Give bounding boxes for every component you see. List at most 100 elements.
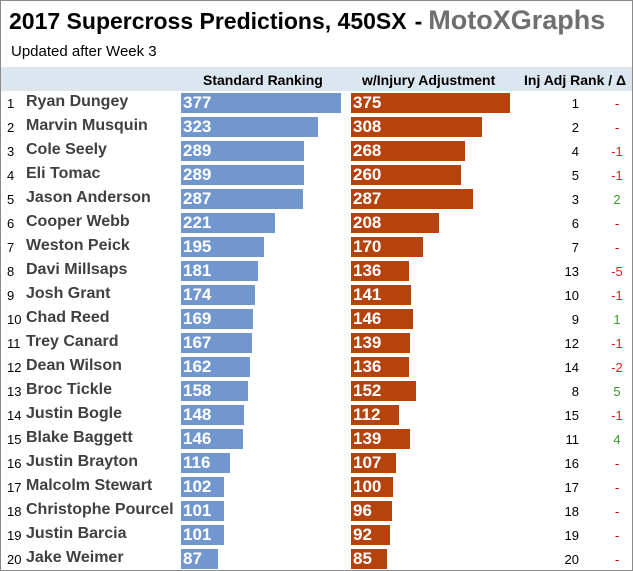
standard-ranking-bar [181, 261, 258, 281]
rider-name: Davi Millsaps [26, 261, 128, 278]
injury-adjusted-value: 139 [353, 429, 382, 448]
brand-name: MotoXGraphs [428, 5, 606, 35]
rider-row: 18 Christophe Pourcel 101 96 18 - [1, 499, 632, 523]
standard-ranking-bar [181, 285, 255, 305]
inj-adj-rank: 9 [571, 312, 579, 327]
injury-adjusted-value: 375 [353, 93, 382, 112]
inj-adj-rank: 11 [565, 432, 580, 447]
inj-adj-rank: 3 [571, 192, 579, 207]
rank-number: 5 [7, 192, 15, 207]
rank-delta: - [614, 504, 620, 519]
injury-adjusted-value: 96 [353, 501, 372, 520]
rider-row: 13 Broc Tickle 158 152 8 5 [1, 379, 632, 403]
rider-row: 17 Malcolm Stewart 102 100 17 - [1, 475, 632, 499]
rider-name: Jake Weimer [26, 549, 124, 566]
inj-adj-rank: 13 [564, 264, 579, 279]
injury-adjusted-bar [351, 213, 439, 233]
standard-ranking-value: 162 [183, 357, 212, 376]
rank-delta: -5 [611, 264, 623, 279]
injury-adjusted-bar [351, 405, 399, 425]
standard-ranking-bar [181, 237, 264, 257]
rank-number: 6 [7, 216, 15, 231]
rider-row: 12 Dean Wilson 162 136 14 -2 [1, 355, 632, 379]
rank-delta: 4 [613, 432, 621, 447]
rider-row: 19 Justin Barcia 101 92 19 - [1, 523, 632, 547]
injury-adjusted-value: 170 [353, 237, 382, 256]
standard-ranking-value: 87 [183, 549, 202, 568]
injury-adjusted-bar [351, 453, 396, 473]
rider-name: Trey Canard [26, 333, 119, 350]
standard-ranking-bar [181, 525, 224, 545]
injury-adjusted-value: 268 [353, 141, 382, 160]
standard-ranking-bar [181, 381, 248, 401]
rider-row: 4 Eli Tomac 289 260 5 -1 [1, 163, 632, 187]
injury-adjusted-bar [351, 429, 410, 449]
rank-delta: -1 [611, 408, 623, 423]
rank-delta: -1 [611, 288, 623, 303]
rider-name: Marvin Musquin [26, 117, 148, 134]
standard-ranking-bar [181, 93, 341, 113]
injury-adjusted-bar [351, 189, 473, 209]
standard-ranking-value: 167 [183, 333, 212, 352]
chart-subtitle: Updated after Week 3 [11, 43, 157, 60]
rider-name: Cole Seely [26, 141, 107, 158]
injury-adjusted-bar [351, 117, 482, 137]
rider-name: Eli Tomac [26, 165, 101, 182]
standard-ranking-value: 221 [183, 213, 212, 232]
injury-adjusted-value: 85 [353, 549, 372, 568]
injury-adjusted-bar [351, 285, 411, 305]
rank-delta: 1 [613, 312, 621, 327]
title-row: 2017 Supercross Predictions, 450SX - MotoX… [9, 5, 629, 41]
chart-title: 2017 Supercross Predictions, 450SX [9, 8, 407, 34]
inj-adj-rank: 20 [564, 552, 579, 567]
rank-number: 1 [7, 96, 15, 111]
standard-ranking-bar [181, 189, 303, 209]
inj-adj-rank: 14 [564, 360, 579, 375]
injury-adjusted-value: 152 [353, 381, 382, 400]
inj-adj-rank: 4 [571, 144, 579, 159]
rank-number: 18 [7, 504, 22, 519]
standard-ranking-bar [181, 213, 275, 233]
standard-ranking-value: 146 [183, 429, 212, 448]
rider-name: Justin Barcia [26, 525, 127, 542]
injury-adjusted-bar [351, 381, 416, 401]
inj-adj-rank: 18 [564, 504, 579, 519]
injury-adjusted-value: 146 [353, 309, 382, 328]
inj-adj-rank: 10 [564, 288, 579, 303]
standard-ranking-bar [181, 357, 250, 377]
rider-row: 11 Trey Canard 167 139 12 -1 [1, 331, 632, 355]
inj-adj-rank: 8 [571, 384, 579, 399]
standard-ranking-value: 158 [183, 381, 212, 400]
rider-row: 15 Blake Baggett 146 139 11 4 [1, 427, 632, 451]
standard-ranking-bar [181, 165, 304, 185]
injury-adjusted-value: 107 [353, 453, 382, 472]
injury-adjusted-bar [351, 309, 413, 329]
injury-adjusted-bar [351, 501, 392, 521]
rider-row: 14 Justin Bogle 148 112 15 -1 [1, 403, 632, 427]
rider-name: Malcolm Stewart [26, 477, 153, 494]
injury-adjusted-value: 260 [353, 165, 382, 184]
rider-row: 10 Chad Reed 169 146 9 1 [1, 307, 632, 331]
rank-delta: -1 [611, 144, 623, 159]
inj-adj-rank-header: Inj Adj Rank / Δ [524, 72, 627, 88]
standard-ranking-bar [181, 549, 218, 569]
rank-delta: 2 [613, 192, 621, 207]
rider-name: Jason Anderson [26, 189, 151, 206]
standard-ranking-value: 289 [183, 141, 212, 160]
injury-adjusted-value: 92 [353, 525, 372, 544]
standard-ranking-value: 181 [183, 261, 212, 280]
injury-adjusted-value: 100 [353, 477, 382, 496]
rank-number: 15 [7, 432, 22, 447]
standard-ranking-bar [181, 333, 252, 353]
injury-adjusted-bar [351, 93, 510, 113]
rider-row: 5 Jason Anderson 287 287 3 2 [1, 187, 632, 211]
injury-adjusted-value: 308 [353, 117, 382, 136]
rider-name: Dean Wilson [26, 357, 122, 374]
injury-adjusted-bar [351, 333, 410, 353]
injury-adjusted-value: 136 [353, 357, 382, 376]
rider-name: Chad Reed [26, 309, 110, 326]
standard-ranking-bar [181, 429, 243, 449]
rider-name: Weston Peick [26, 237, 130, 254]
rider-name: Broc Tickle [26, 381, 112, 398]
